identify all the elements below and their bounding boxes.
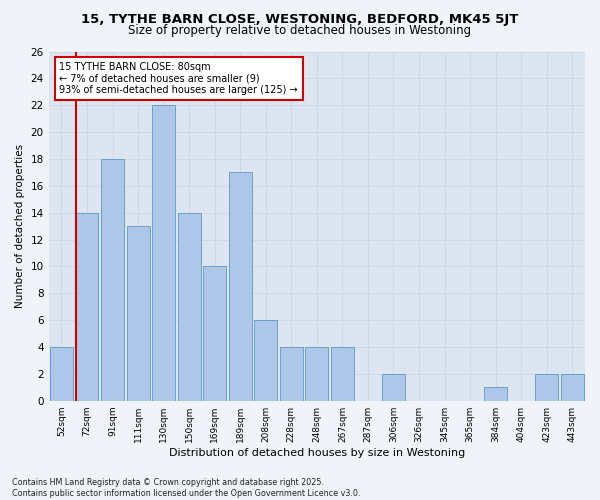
Bar — [203, 266, 226, 400]
Bar — [331, 347, 354, 401]
Bar — [127, 226, 149, 400]
Bar — [178, 212, 200, 400]
Text: 15 TYTHE BARN CLOSE: 80sqm
← 7% of detached houses are smaller (9)
93% of semi-d: 15 TYTHE BARN CLOSE: 80sqm ← 7% of detac… — [59, 62, 298, 95]
Bar — [382, 374, 405, 400]
Bar — [50, 347, 73, 401]
Bar — [484, 388, 507, 400]
Bar — [152, 105, 175, 401]
Bar — [76, 212, 98, 400]
Bar — [101, 159, 124, 400]
X-axis label: Distribution of detached houses by size in Westoning: Distribution of detached houses by size … — [169, 448, 465, 458]
Bar — [305, 347, 328, 401]
Bar — [229, 172, 252, 400]
Bar — [535, 374, 558, 400]
Bar — [280, 347, 303, 401]
Bar — [561, 374, 584, 400]
Bar — [254, 320, 277, 400]
Y-axis label: Number of detached properties: Number of detached properties — [15, 144, 25, 308]
Text: 15, TYTHE BARN CLOSE, WESTONING, BEDFORD, MK45 5JT: 15, TYTHE BARN CLOSE, WESTONING, BEDFORD… — [82, 12, 518, 26]
Text: Contains HM Land Registry data © Crown copyright and database right 2025.
Contai: Contains HM Land Registry data © Crown c… — [12, 478, 361, 498]
Text: Size of property relative to detached houses in Westoning: Size of property relative to detached ho… — [128, 24, 472, 37]
